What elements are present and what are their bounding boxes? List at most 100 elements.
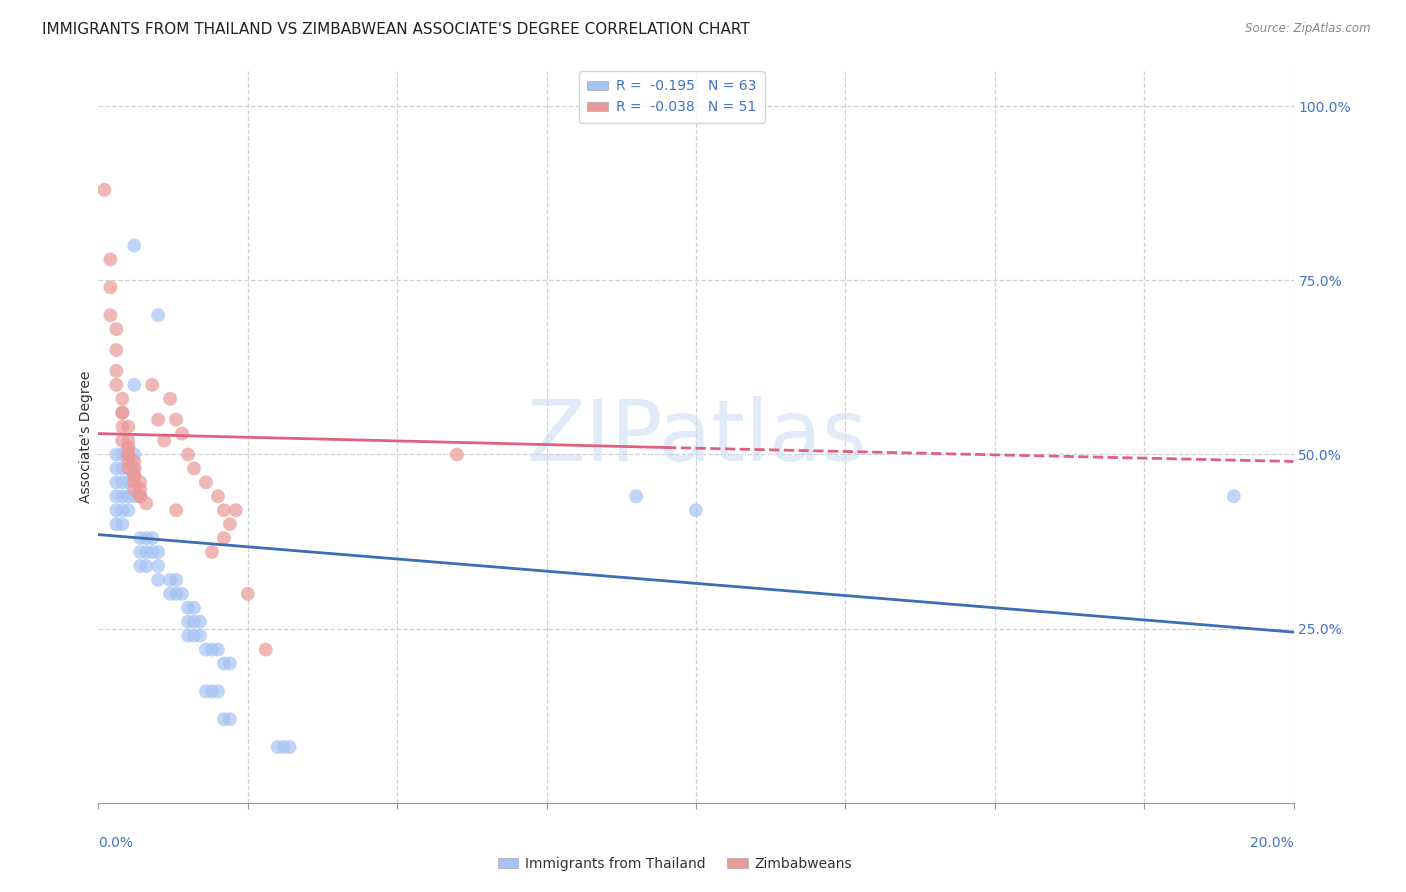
Point	[165, 412, 187, 426]
Legend: Immigrants from Thailand, Zimbabweans: Immigrants from Thailand, Zimbabweans	[492, 851, 858, 876]
Point	[93, 183, 115, 197]
Point	[172, 426, 194, 441]
Point	[124, 475, 146, 490]
Point	[183, 600, 205, 615]
Point	[201, 642, 224, 657]
Point	[124, 461, 146, 475]
Y-axis label: Associate's Degree: Associate's Degree	[79, 371, 93, 503]
Point	[195, 684, 218, 698]
Point	[117, 448, 139, 462]
Point	[177, 629, 200, 643]
Point	[212, 712, 235, 726]
Point	[111, 406, 134, 420]
Point	[124, 377, 146, 392]
Point	[105, 489, 128, 503]
Point	[148, 412, 170, 426]
Point	[117, 454, 139, 468]
Point	[148, 558, 170, 573]
Point	[177, 615, 200, 629]
Point	[124, 468, 146, 483]
Point	[135, 496, 157, 510]
Point	[111, 503, 134, 517]
Point	[141, 545, 163, 559]
Point	[100, 308, 122, 322]
Point	[273, 740, 295, 755]
Point	[212, 657, 235, 671]
Point	[129, 545, 152, 559]
Point	[1223, 489, 1246, 503]
Point	[141, 531, 163, 545]
Point	[129, 483, 152, 497]
Point	[177, 448, 200, 462]
Point	[111, 448, 134, 462]
Point	[117, 448, 139, 462]
Point	[207, 642, 229, 657]
Point	[111, 461, 134, 475]
Point	[159, 587, 181, 601]
Point	[141, 377, 163, 392]
Point	[172, 587, 194, 601]
Point	[225, 503, 247, 517]
Point	[165, 587, 187, 601]
Point	[129, 558, 152, 573]
Point	[117, 489, 139, 503]
Point	[159, 573, 181, 587]
Point	[117, 448, 139, 462]
Point	[117, 461, 139, 475]
Point	[236, 587, 259, 601]
Point	[183, 629, 205, 643]
Point	[129, 489, 152, 503]
Point	[207, 684, 229, 698]
Point	[111, 517, 134, 532]
Point	[111, 392, 134, 406]
Point	[111, 419, 134, 434]
Point	[135, 545, 157, 559]
Point	[117, 441, 139, 455]
Text: Source: ZipAtlas.com: Source: ZipAtlas.com	[1246, 22, 1371, 36]
Point	[105, 503, 128, 517]
Point	[183, 461, 205, 475]
Point	[148, 545, 170, 559]
Point	[105, 343, 128, 357]
Point	[195, 475, 218, 490]
Point	[219, 517, 242, 532]
Point	[124, 238, 146, 252]
Point	[148, 308, 170, 322]
Point	[124, 454, 146, 468]
Point	[135, 531, 157, 545]
Point	[148, 573, 170, 587]
Point	[188, 629, 211, 643]
Text: 0.0%: 0.0%	[98, 836, 134, 850]
Point	[100, 252, 122, 267]
Text: IMMIGRANTS FROM THAILAND VS ZIMBABWEAN ASSOCIATE'S DEGREE CORRELATION CHART: IMMIGRANTS FROM THAILAND VS ZIMBABWEAN A…	[42, 22, 749, 37]
Point	[135, 558, 157, 573]
Point	[626, 489, 648, 503]
Point	[201, 545, 224, 559]
Point	[685, 503, 707, 517]
Point	[105, 517, 128, 532]
Point	[117, 503, 139, 517]
Point	[165, 573, 187, 587]
Point	[124, 448, 146, 462]
Point	[267, 740, 290, 755]
Point	[177, 600, 200, 615]
Point	[124, 483, 146, 497]
Point	[105, 364, 128, 378]
Point	[100, 280, 122, 294]
Point	[153, 434, 176, 448]
Point	[105, 461, 128, 475]
Text: 20.0%: 20.0%	[1250, 836, 1294, 850]
Point	[446, 448, 468, 462]
Point	[111, 406, 134, 420]
Point	[111, 434, 134, 448]
Point	[207, 489, 229, 503]
Point	[212, 503, 235, 517]
Point	[219, 657, 242, 671]
Point	[201, 684, 224, 698]
Point	[105, 475, 128, 490]
Point	[188, 615, 211, 629]
Text: ZIPatlas: ZIPatlas	[526, 395, 866, 479]
Point	[165, 503, 187, 517]
Point	[254, 642, 277, 657]
Point	[117, 461, 139, 475]
